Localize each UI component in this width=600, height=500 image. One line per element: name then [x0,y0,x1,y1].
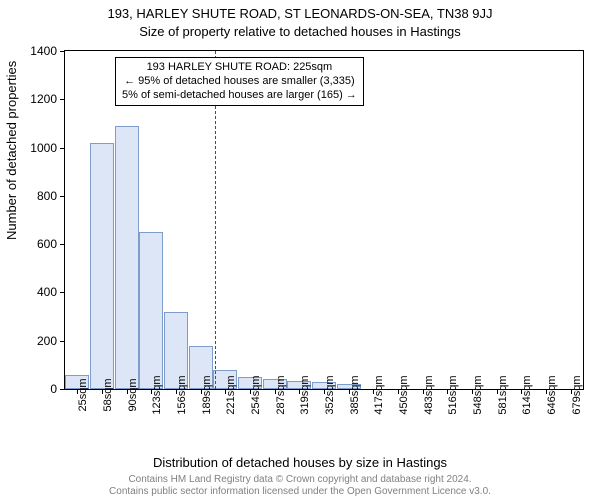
y-tick [60,148,65,149]
footer-attribution: Contains HM Land Registry data © Crown c… [0,474,600,498]
histogram-bar [90,143,114,389]
x-tick-label: 319sqm [299,375,311,414]
annotation-box: 193 HARLEY SHUTE ROAD: 225sqm ← 95% of d… [115,57,364,106]
x-axis-label: Distribution of detached houses by size … [0,455,600,470]
y-tick [60,389,65,390]
y-tick [60,51,65,52]
y-tick-label: 1000 [30,141,57,155]
x-tick-label: 548sqm [472,375,484,414]
x-tick-label: 123sqm [151,375,163,414]
y-tick [60,341,65,342]
y-tick-label: 600 [37,237,57,251]
annotation-line-1: 193 HARLEY SHUTE ROAD: 225sqm [122,61,357,75]
x-tick-label: 679sqm [571,375,583,414]
chart-container: 193, HARLEY SHUTE ROAD, ST LEONARDS-ON-S… [0,0,600,500]
chart-title-main: 193, HARLEY SHUTE ROAD, ST LEONARDS-ON-S… [0,6,600,21]
footer-line-2: Contains public sector information licen… [0,486,600,498]
x-tick-label: 156sqm [176,375,188,414]
footer-line-1: Contains HM Land Registry data © Crown c… [0,474,600,486]
annotation-line-3: 5% of semi-detached houses are larger (1… [122,89,357,103]
y-axis-label: Number of detached properties [4,61,19,240]
annotation-line-2: ← 95% of detached houses are smaller (3,… [122,75,357,89]
x-tick-label: 516sqm [447,375,459,414]
plot-area: 020040060080010001200140025sqm58sqm90sqm… [64,50,584,390]
x-tick-label: 221sqm [225,375,237,414]
y-tick-label: 1400 [30,44,57,58]
x-tick-label: 58sqm [102,378,114,411]
x-tick-label: 90sqm [127,378,139,411]
x-tick-label: 385sqm [349,375,361,414]
y-tick-label: 400 [37,285,57,299]
y-tick [60,292,65,293]
chart-title-sub: Size of property relative to detached ho… [0,24,600,39]
x-tick-label: 25sqm [77,378,89,411]
histogram-bar [139,232,163,389]
x-tick-label: 450sqm [398,375,410,414]
x-tick-label: 254sqm [250,375,262,414]
x-tick-label: 581sqm [497,375,509,414]
y-tick-label: 800 [37,189,57,203]
y-tick-label: 200 [37,334,57,348]
x-tick-label: 483sqm [423,375,435,414]
y-tick [60,196,65,197]
x-tick-label: 614sqm [521,375,533,414]
x-tick-label: 287sqm [275,375,287,414]
x-tick-label: 352sqm [324,375,336,414]
y-tick-label: 1200 [30,92,57,106]
y-tick-label: 0 [50,382,57,396]
y-tick [60,99,65,100]
x-tick-label: 417sqm [373,375,385,414]
y-tick [60,244,65,245]
histogram-bar [115,126,139,389]
x-tick-label: 646sqm [546,375,558,414]
x-tick-label: 189sqm [201,375,213,414]
